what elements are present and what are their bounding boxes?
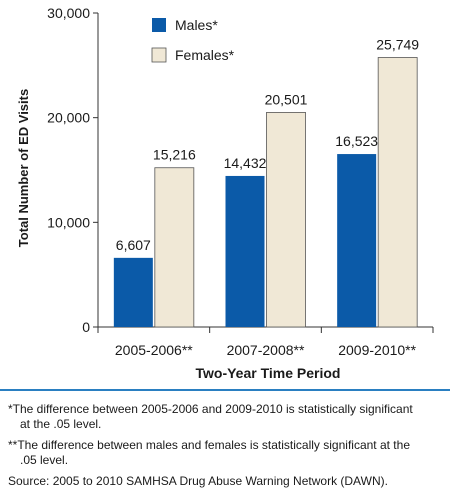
chart: Total Number of ED Visits Two-Year Time … [16,5,434,381]
data-label: 6,607 [116,237,151,253]
x-axis-title: Two-Year Time Period [196,365,341,381]
data-label: 20,501 [265,91,308,107]
footnote-gender-line1: **The difference between males and femal… [8,438,410,452]
bar-males [113,257,153,327]
legend-swatch-males [152,18,166,32]
data-label: 14,432 [224,155,267,171]
y-tick-label: 10,000 [47,214,90,230]
bar-females [266,112,306,328]
x-tick-label: 2005-2006** [115,342,193,358]
legend-label-females: Females* [175,47,235,63]
separator-rule [0,389,450,391]
footnote-temporal-line1: *The difference between 2005-2006 and 20… [8,402,413,416]
bar-females [377,57,418,328]
x-tick-label: 2009-2010** [338,342,416,358]
y-axis-title: Total Number of ED Visits [16,89,31,247]
footnotes: *The difference between 2005-2006 and 20… [8,402,442,495]
data-label: 16,523 [335,133,378,149]
y-tick-label: 20,000 [47,110,90,126]
data-label: 25,749 [376,36,419,52]
bar-males [337,154,377,327]
bar-males [225,175,265,327]
footnote-temporal: *The difference between 2005-2006 and 20… [8,402,442,432]
legend-label-males: Males* [175,17,218,33]
footnote-gender: **The difference between males and femal… [8,438,442,468]
legend-swatch-females [151,47,167,63]
source-note: Source: 2005 to 2010 SAMHSA Drug Abuse W… [8,474,388,488]
y-tick-label: 0 [82,319,90,335]
bar-females [154,167,195,328]
x-tick-label: 2007-2008** [227,342,305,358]
data-label: 15,216 [153,147,196,163]
footnote-temporal-line2: at the .05 level. [20,417,102,431]
y-tick-label: 30,000 [47,5,90,21]
footnote-gender-line2: .05 level. [20,453,69,467]
